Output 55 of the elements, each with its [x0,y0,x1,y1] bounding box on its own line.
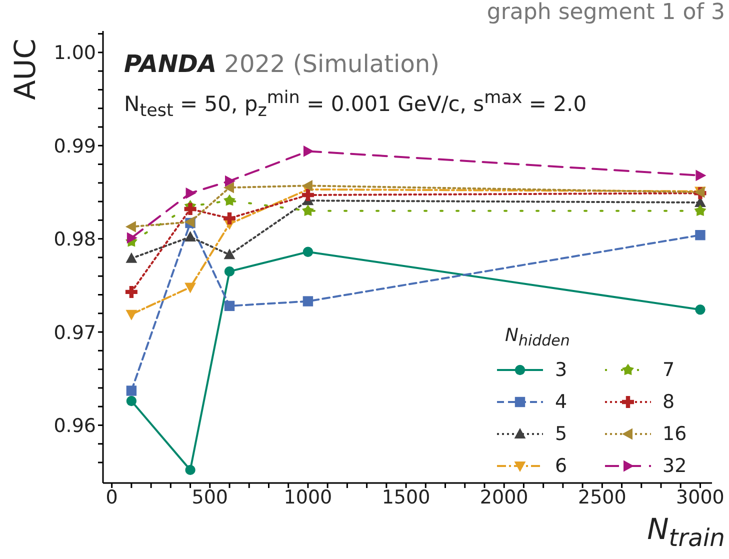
legend-label: 4 [555,390,568,413]
legend-label: 5 [555,422,568,445]
point [302,246,314,257]
x-tick-label: 1000 [284,486,332,508]
point [696,170,706,182]
x-axis-title: N$_{train}$ [647,512,725,552]
legend-title: N$_{hidden}$ [505,325,571,350]
point [224,212,236,224]
point [302,204,314,216]
point [186,187,196,199]
point [126,396,137,406]
point [185,464,196,476]
y-axis-title: AUC [8,38,42,100]
point [695,230,706,240]
point [126,232,138,244]
y-tick-label: 0.97 [54,322,96,344]
y-tick-label: 0.98 [54,228,96,251]
point [224,300,235,312]
point [695,304,706,315]
x-tick-label: 2000 [480,486,528,508]
point [184,203,196,216]
legend-label: 6 [555,454,568,477]
x-tick-label: 1500 [382,486,430,508]
point [302,189,314,202]
point [224,248,236,260]
text: graph segment 1 of 3 [486,0,725,25]
point [694,204,706,216]
point [302,296,314,306]
point [184,230,196,242]
point [225,175,236,187]
point [224,266,235,277]
point [126,252,138,263]
legend-label: 7 [662,358,675,381]
point [126,310,138,320]
point [303,146,314,157]
x-tick-label: 0 [106,486,118,508]
legend-label: 8 [662,390,675,413]
y-tick-label: 0.96 [54,414,96,437]
y-tick-label: 1.00 [54,42,96,64]
point [224,182,234,194]
x-tick-label: 3000 [676,486,724,508]
text: N$_{test}$ = 50, p$_{z}$$^{min}$ = 0.001 GeV/c, s$^{max}$ = 2.0 [124,88,587,122]
x-tick-label: 2500 [578,486,626,508]
x-tick-label: 500 [192,486,228,508]
legend-label: 32 [662,454,687,477]
point [126,386,137,396]
point [224,194,236,206]
point [184,282,196,294]
text: PANDA 2022 (Simulation) [124,50,440,78]
point [125,221,136,232]
point [302,180,312,192]
legend-label: 3 [555,358,568,381]
y-tick-label: 0.99 [54,135,96,158]
legend-label: 16 [662,422,687,445]
point [125,286,138,298]
